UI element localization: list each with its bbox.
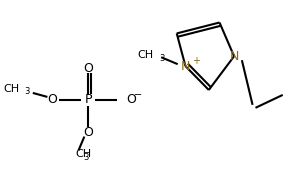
Text: O: O xyxy=(126,93,136,106)
Text: O: O xyxy=(83,62,93,75)
Text: 3: 3 xyxy=(83,153,89,162)
Text: P: P xyxy=(84,93,92,106)
Text: 3: 3 xyxy=(24,87,30,96)
Text: N: N xyxy=(181,60,190,73)
Text: 3: 3 xyxy=(159,54,164,63)
Text: CH: CH xyxy=(76,149,92,159)
Text: CH: CH xyxy=(137,50,153,60)
Text: CH: CH xyxy=(3,84,19,94)
Text: O: O xyxy=(47,93,57,106)
Text: N: N xyxy=(229,50,239,63)
Text: O: O xyxy=(83,126,93,139)
Text: −: − xyxy=(134,90,142,100)
Text: +: + xyxy=(192,56,200,66)
